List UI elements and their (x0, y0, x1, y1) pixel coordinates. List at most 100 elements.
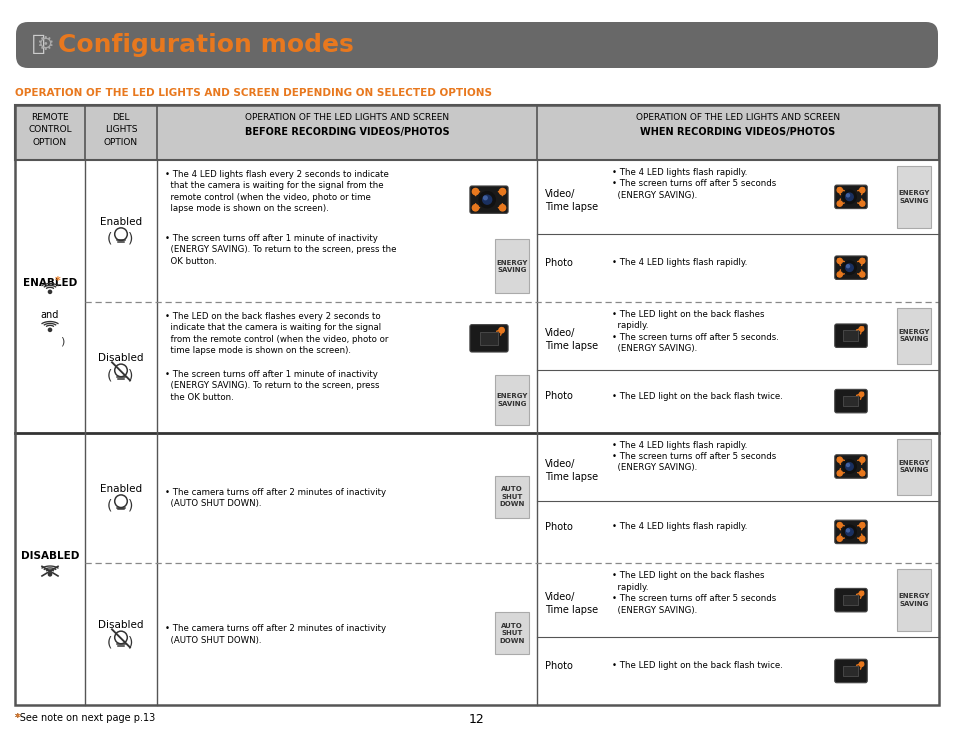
FancyBboxPatch shape (834, 390, 866, 413)
Text: • The LED light on the back flashes
  rapidly.
• The screen turns off after 5 se: • The LED light on the back flashes rapi… (612, 571, 776, 615)
Text: Video/
Time lapse: Video/ Time lapse (544, 189, 598, 212)
Text: • The screen turns off after 1 minute of inactivity
  (ENERGY SAVING). To return: • The screen turns off after 1 minute of… (165, 234, 396, 266)
Circle shape (859, 523, 864, 528)
Circle shape (472, 188, 478, 195)
Text: ): ) (128, 368, 133, 382)
Text: Photo: Photo (544, 522, 572, 532)
Circle shape (859, 258, 864, 263)
Circle shape (472, 204, 478, 211)
Text: • The camera turns off after 2 minutes of inactivity
  (AUTO SHUT DOWN).: • The camera turns off after 2 minutes o… (165, 624, 386, 644)
Circle shape (859, 457, 864, 463)
Circle shape (49, 328, 51, 331)
Circle shape (845, 463, 848, 466)
Text: Video/
Time lapse: Video/ Time lapse (544, 328, 598, 351)
Bar (896, 438, 930, 494)
Text: • The LED light on the back flashes
  rapidly.
• The screen turns off after 5 se: • The LED light on the back flashes rapi… (612, 310, 778, 353)
Circle shape (836, 272, 841, 277)
Text: ): ) (128, 635, 133, 649)
Text: WHEN RECORDING VIDEOS/PHOTOS: WHEN RECORDING VIDEOS/PHOTOS (639, 127, 835, 137)
Text: • The 4 LED lights flash rapidly.
• The screen turns off after 5 seconds
  (ENER: • The 4 LED lights flash rapidly. • The … (612, 441, 776, 472)
Text: ENABLED: ENABLED (23, 278, 77, 289)
Text: • The 4 LED lights flash rapidly.
• The screen turns off after 5 seconds
  (ENER: • The 4 LED lights flash rapidly. • The … (612, 168, 776, 200)
Text: AUTO
SHUT
DOWN: AUTO SHUT DOWN (498, 486, 524, 508)
Text: Enabled: Enabled (100, 217, 142, 227)
Text: Video/
Time lapse: Video/ Time lapse (544, 458, 598, 482)
Circle shape (836, 258, 841, 263)
Circle shape (859, 536, 864, 541)
Text: ENERGY
SAVING: ENERGY SAVING (898, 329, 929, 342)
Circle shape (841, 460, 856, 473)
Text: Disabled: Disabled (98, 620, 144, 630)
Circle shape (482, 195, 491, 204)
Circle shape (498, 188, 505, 195)
Text: ⑉: ⑉ (32, 34, 46, 54)
Bar (15, 105, 938, 160)
Circle shape (859, 662, 862, 666)
Text: • The 4 LED lights flash every 2 seconds to indicate
  that the camera is waitin: • The 4 LED lights flash every 2 seconds… (165, 170, 389, 213)
Circle shape (841, 190, 856, 204)
Text: ENERGY
SAVING: ENERGY SAVING (898, 460, 929, 473)
Circle shape (478, 192, 495, 208)
Text: Photo: Photo (544, 391, 572, 401)
Text: Disabled: Disabled (98, 353, 144, 363)
Text: Enabled: Enabled (100, 484, 142, 494)
Text: ): ) (128, 499, 133, 513)
Text: (: ( (107, 232, 112, 246)
Text: • The camera turns off after 2 minutes of inactivity
  (AUTO SHUT DOWN).: • The camera turns off after 2 minutes o… (165, 488, 386, 508)
Text: *See note on next page p.13: *See note on next page p.13 (15, 713, 155, 723)
Text: OPERATION OF THE LED LIGHTS AND SCREEN: OPERATION OF THE LED LIGHTS AND SCREEN (245, 113, 449, 122)
Circle shape (498, 204, 505, 211)
Text: *: * (15, 713, 21, 723)
Circle shape (49, 573, 51, 576)
Text: AUTO
SHUT
DOWN: AUTO SHUT DOWN (498, 623, 524, 644)
Text: ): ) (60, 337, 64, 346)
Text: • The LED on the back flashes every 2 seconds to
  indicate that the camera is w: • The LED on the back flashes every 2 se… (165, 311, 388, 355)
FancyBboxPatch shape (834, 185, 866, 209)
Text: ENERGY
SAVING: ENERGY SAVING (898, 593, 929, 607)
Bar (495, 239, 529, 293)
Bar (896, 569, 930, 631)
FancyBboxPatch shape (834, 659, 866, 683)
Circle shape (841, 261, 856, 275)
Circle shape (841, 525, 856, 539)
Circle shape (845, 264, 852, 272)
Circle shape (859, 187, 864, 193)
Text: (: ( (107, 368, 112, 382)
Text: (: ( (107, 499, 112, 513)
FancyBboxPatch shape (470, 325, 508, 352)
FancyBboxPatch shape (834, 324, 866, 348)
Text: ⚙: ⚙ (36, 35, 53, 55)
Text: OPERATION OF THE LED LIGHTS AND SCREEN: OPERATION OF THE LED LIGHTS AND SCREEN (636, 113, 840, 122)
Circle shape (836, 187, 841, 193)
Circle shape (845, 265, 848, 268)
Bar (495, 612, 529, 654)
Text: ENERGY
SAVING: ENERGY SAVING (898, 190, 929, 204)
Text: DEL
LIGHTS
OPTION: DEL LIGHTS OPTION (104, 113, 138, 147)
Text: REMOTE
CONTROL
OPTION: REMOTE CONTROL OPTION (29, 113, 71, 147)
FancyBboxPatch shape (16, 22, 937, 68)
Text: ): ) (128, 232, 133, 246)
Text: • The 4 LED lights flash rapidly.: • The 4 LED lights flash rapidly. (612, 258, 746, 267)
Circle shape (836, 471, 841, 476)
Circle shape (836, 523, 841, 528)
Bar (495, 375, 529, 424)
Text: • The LED light on the back flash twice.: • The LED light on the back flash twice. (612, 392, 782, 401)
Circle shape (836, 201, 841, 206)
Circle shape (859, 471, 864, 476)
Bar (842, 595, 858, 605)
Bar (479, 332, 497, 345)
Circle shape (49, 290, 51, 294)
Circle shape (483, 196, 487, 200)
Circle shape (859, 392, 862, 396)
Text: ENERGY
SAVING: ENERGY SAVING (496, 260, 527, 273)
Text: • The 4 LED lights flash rapidly.: • The 4 LED lights flash rapidly. (612, 523, 746, 531)
Text: (: ( (107, 635, 112, 649)
Text: Photo: Photo (544, 258, 572, 268)
Text: • The LED light on the back flash twice.: • The LED light on the back flash twice. (612, 661, 782, 671)
Text: Video/
Time lapse: Video/ Time lapse (544, 592, 598, 615)
Bar (896, 166, 930, 228)
Bar (842, 331, 858, 341)
Text: OPERATION OF THE LED LIGHTS AND SCREEN DEPENDING ON SELECTED OPTIONS: OPERATION OF THE LED LIGHTS AND SCREEN D… (15, 88, 492, 98)
Bar (842, 396, 858, 407)
Bar (842, 666, 858, 676)
